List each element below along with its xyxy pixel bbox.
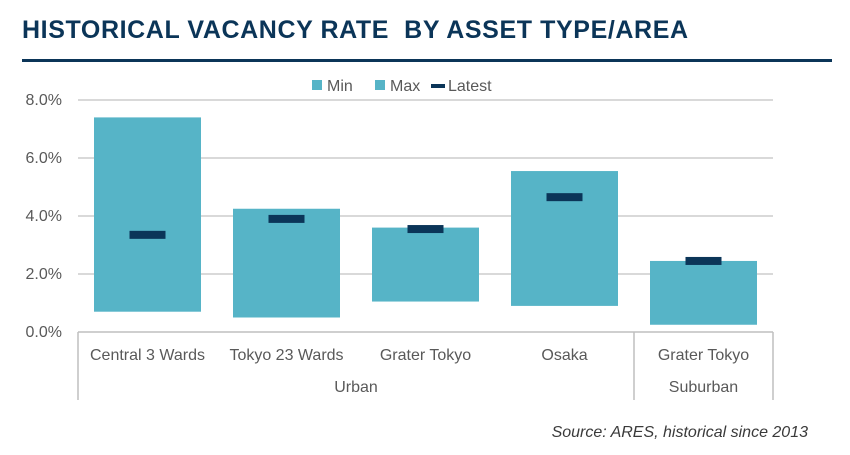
- latest-marker: [546, 193, 583, 202]
- x-category-label: Central 3 Wards: [90, 347, 205, 364]
- y-tick-label: 4.0%: [26, 208, 62, 225]
- legend-label: Latest: [448, 78, 492, 95]
- legend: Min Max Latest: [312, 78, 492, 95]
- legend-label: Max: [390, 78, 420, 95]
- range-bar: [372, 227, 479, 302]
- x-category-label: Grater Tokyo: [380, 347, 471, 364]
- x-axis: Central 3 Wards Tokyo 23 Wards Grater Toky…: [77, 331, 774, 400]
- range-bar: [511, 171, 618, 306]
- y-axis-ticks: 0.0% 2.0% 4.0% 6.0% 8.0%: [26, 92, 62, 341]
- y-tick-label: 2.0%: [26, 266, 62, 283]
- bars: [94, 117, 757, 325]
- y-tick-label: 8.0%: [26, 92, 62, 109]
- title-divider: [22, 59, 832, 62]
- x-category-label: Osaka: [541, 347, 587, 364]
- legend-swatch: [375, 80, 385, 90]
- latest-markers: [129, 193, 722, 265]
- legend-label: Min: [327, 78, 353, 95]
- legend-swatch: [431, 84, 445, 88]
- page-title: HISTORICAL VACANCY RATE BY ASSET TYPE/AR…: [22, 16, 689, 44]
- x-group-label: Suburban: [669, 379, 738, 396]
- latest-marker: [268, 214, 305, 223]
- range-bar: [94, 117, 201, 312]
- latest-marker: [129, 230, 166, 239]
- source-note: Source: ARES, historical since 2013: [551, 424, 808, 441]
- latest-marker: [407, 225, 444, 234]
- x-category-label: Grater Tokyo: [658, 347, 749, 364]
- x-category-label: Tokyo 23 Wards: [229, 347, 343, 364]
- latest-marker: [685, 256, 722, 265]
- y-tick-label: 0.0%: [26, 324, 62, 341]
- range-bar: [650, 260, 757, 325]
- y-tick-label: 6.0%: [26, 150, 62, 167]
- legend-swatch: [312, 80, 322, 90]
- range-bar: [233, 208, 340, 318]
- x-group-label: Urban: [334, 379, 378, 396]
